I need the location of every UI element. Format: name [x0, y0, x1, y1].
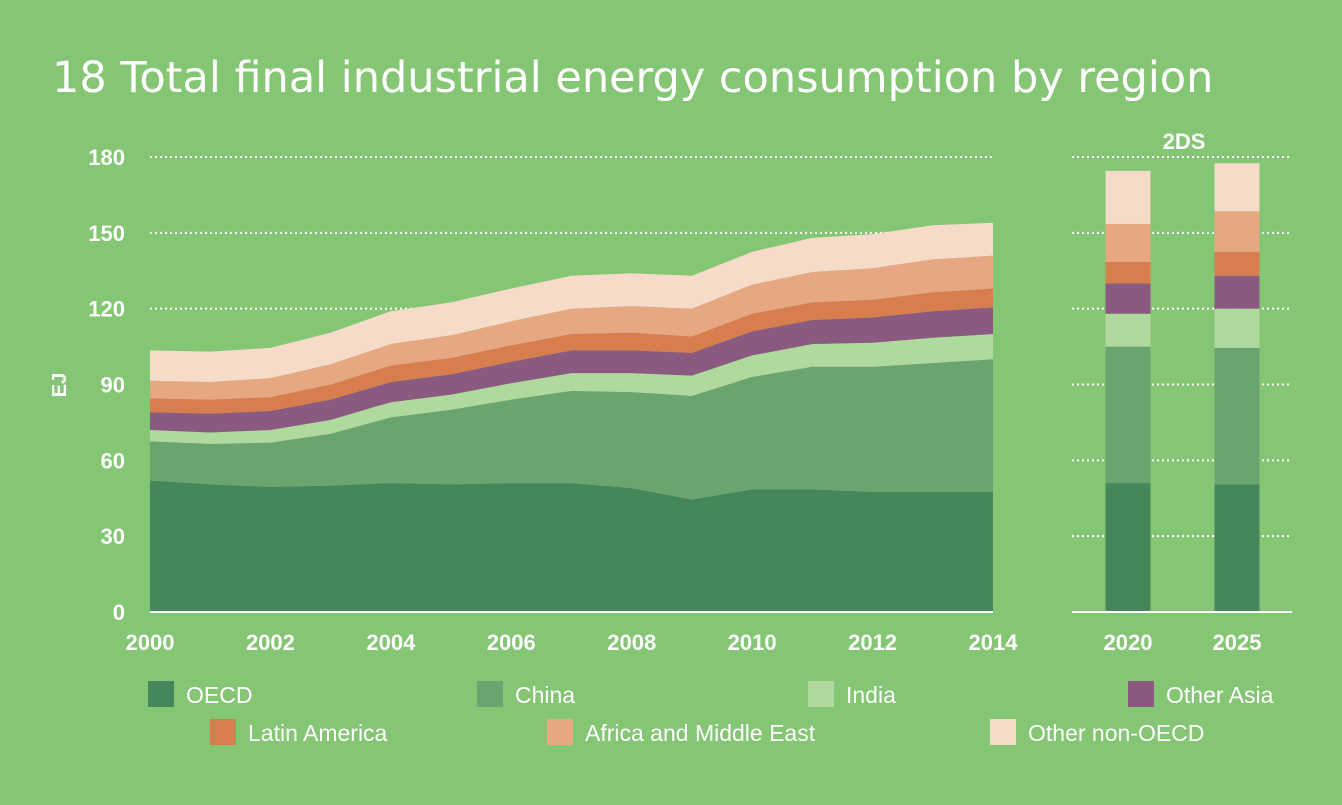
area-other-non-oecd — [150, 222, 993, 382]
legend-swatch — [547, 719, 573, 745]
bar-category-label: 2020 — [1104, 630, 1153, 655]
x-tick-label: 2008 — [607, 630, 656, 655]
legend-label: Africa and Middle East — [585, 720, 816, 746]
legend-label: Other Asia — [1166, 682, 1274, 708]
bar-category-label: 2025 — [1213, 630, 1262, 655]
legend-swatch — [808, 681, 834, 707]
area-series — [150, 222, 993, 612]
legend-label: Latin America — [248, 720, 388, 746]
bar-2020-china — [1105, 346, 1151, 484]
area-latin-america — [150, 288, 993, 414]
bar-2020-other-non-oecd — [1105, 170, 1151, 224]
y-axis-label: EJ — [49, 373, 71, 397]
x-tick-label: 2000 — [126, 630, 175, 655]
legend-swatch — [148, 681, 174, 707]
y-tick-label: 180 — [88, 145, 125, 170]
x-tick-label: 2012 — [848, 630, 897, 655]
chart-title: 18 Total final industrial energy consump… — [52, 53, 1213, 103]
legend-label: OECD — [186, 682, 252, 708]
area-other-asia — [150, 307, 993, 433]
bar-2025-latin-america — [1214, 251, 1260, 276]
x-tick-label: 2014 — [969, 630, 1019, 655]
area-china — [150, 359, 993, 500]
legend-swatch — [477, 681, 503, 707]
bar-2025-other-asia — [1214, 275, 1260, 309]
axes: 0 30 60 90 120 150 180 2000 2002 2004 2006 2008 2010… — [88, 145, 1292, 655]
bar-2020-africa-and-middle-east — [1105, 223, 1151, 262]
legend-swatch — [990, 719, 1016, 745]
area-oecd — [150, 480, 993, 612]
y-tick-label: 30 — [101, 524, 125, 549]
x-tick-label: 2002 — [246, 630, 295, 655]
y-tick-label: 150 — [88, 221, 125, 246]
y-tick-label: 0 — [113, 600, 125, 625]
area-africa-and-middle-east — [150, 255, 993, 400]
x-tick-label: 2010 — [728, 630, 777, 655]
area-india — [150, 333, 993, 444]
legend-label: Other non-OECD — [1028, 720, 1204, 746]
bar-2020-india — [1105, 313, 1151, 347]
bar-2025-india — [1214, 308, 1260, 348]
bar-2025-china — [1214, 347, 1260, 485]
legend-label: China — [515, 682, 575, 708]
bar-2020-oecd — [1105, 483, 1151, 612]
legend-swatch — [210, 719, 236, 745]
legend-swatch — [1128, 681, 1154, 707]
x-tick-label: 2006 — [487, 630, 536, 655]
scenario-label: 2DS — [1163, 129, 1206, 154]
legend: OECD China India Other Asia Latin America Afr… — [148, 681, 1274, 746]
bar-2020-other-asia — [1105, 283, 1151, 314]
scenario-bars — [1105, 163, 1260, 612]
bar-2025-other-non-oecd — [1214, 163, 1260, 212]
legend-label: India — [846, 682, 896, 708]
y-tick-label: 120 — [88, 297, 125, 322]
bar-2025-oecd — [1214, 484, 1260, 612]
y-tick-label: 60 — [101, 448, 125, 473]
bar-2025-africa-and-middle-east — [1214, 211, 1260, 252]
bar-2020-latin-america — [1105, 261, 1151, 284]
y-tick-label: 90 — [101, 373, 125, 398]
x-tick-label: 2004 — [366, 630, 416, 655]
